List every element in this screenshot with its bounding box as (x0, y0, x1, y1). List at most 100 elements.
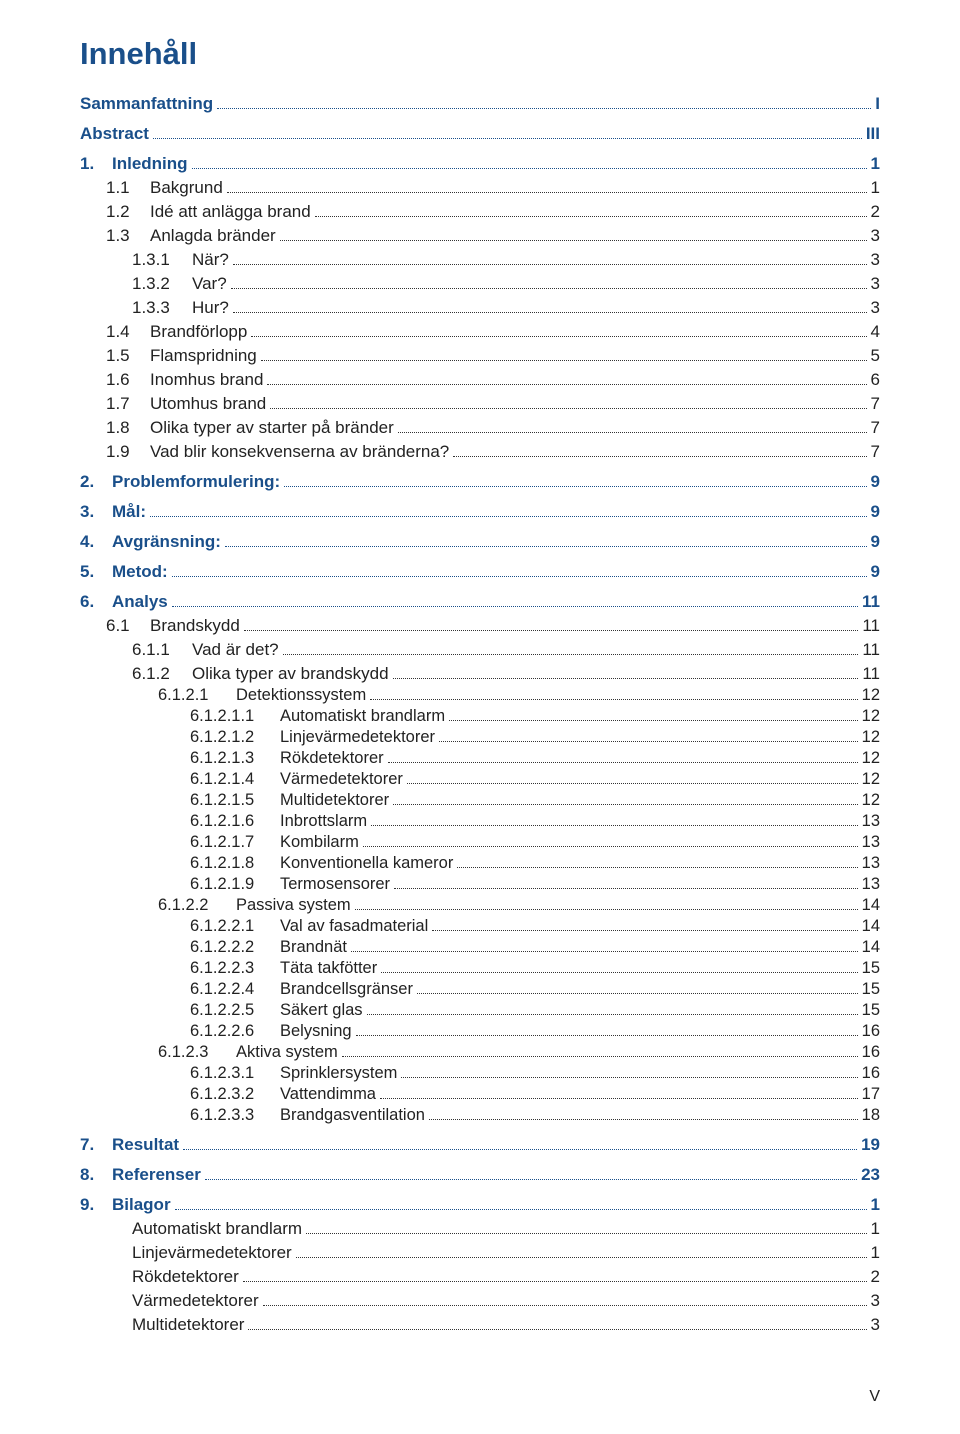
toc-leader-dots (251, 336, 866, 337)
toc-entry-page: 11 (862, 640, 880, 660)
toc-entry-number: 6.1.2.2.1 (190, 917, 280, 936)
toc-entry-number: 6.1.2.1.6 (190, 812, 280, 831)
toc-leader-dots (172, 606, 858, 607)
toc-entry-page: 9 (871, 502, 880, 522)
toc-entry-page: 3 (871, 226, 880, 246)
toc-entry-number: 6.1.2.1.7 (190, 833, 280, 852)
toc-entry: 6.1.2.2.5Säkert glas15 (80, 1001, 880, 1020)
toc-entry-number: 6.1.2 (132, 664, 192, 684)
toc-entry-number: 1.3 (106, 226, 150, 246)
toc-entry-number: 1.8 (106, 418, 150, 438)
toc-entry-text: Rökdetektorer (280, 749, 384, 768)
toc-leader-dots (351, 951, 858, 952)
toc-entry-text: Täta takfötter (280, 959, 377, 978)
toc-entry: 1.3Anlagda bränder3 (80, 226, 880, 246)
toc-entry-text: Linjevärmedetektorer (132, 1243, 292, 1263)
toc-entry: 1.5Flamspridning5 (80, 346, 880, 366)
toc-entry-text: Kombilarm (280, 833, 359, 852)
toc-entry-text: Vad är det? (192, 640, 279, 660)
toc-entry-text: Brandcellsgränser (280, 980, 413, 999)
toc-entry: 4.Avgränsning:9 (80, 532, 880, 552)
toc-leader-dots (381, 972, 857, 973)
toc-entry: 6.1.2.2.3Täta takfötter15 (80, 959, 880, 978)
toc-entry-page: 3 (871, 298, 880, 318)
toc-entry-page: 18 (862, 1106, 880, 1125)
toc-entry-page: 7 (871, 394, 880, 414)
page-number: V (869, 1388, 880, 1406)
toc-entry-number: 1.3.2 (132, 274, 192, 294)
toc-entry: 1.Inledning1 (80, 154, 880, 174)
toc-leader-dots (296, 1257, 867, 1258)
toc-entry-text: Vad blir konsekvenserna av bränderna? (150, 442, 449, 462)
toc-entry: 6.1.2.1.1Automatiskt brandlarm12 (80, 707, 880, 726)
toc-entry-text: Bilagor (112, 1195, 171, 1215)
toc-entry: 6.1.2.2Passiva system14 (80, 896, 880, 915)
toc-entry-number: 1.4 (106, 322, 150, 342)
toc-entry-number: 5. (80, 562, 112, 582)
toc-leader-dots (175, 1209, 867, 1210)
toc-entry-text: Mål: (112, 502, 146, 522)
toc-leader-dots (267, 384, 866, 385)
toc-entry-page: 6 (871, 370, 880, 390)
toc-entry-page: 16 (862, 1022, 880, 1041)
toc-leader-dots (233, 264, 867, 265)
toc-entry-number: 6.1.2.2.3 (190, 959, 280, 978)
toc-entry: 6.1.2.1.2Linjevärmedetektorer12 (80, 728, 880, 747)
toc-entry-text: Brandskydd (150, 616, 240, 636)
toc-entry: 6.1.2.2.1Val av fasadmaterial14 (80, 917, 880, 936)
toc-entry-number: 6.1.2.2.2 (190, 938, 280, 957)
toc-entry-text: Inbrottslarm (280, 812, 367, 831)
toc-entry-page: 14 (862, 938, 880, 957)
toc-leader-dots (231, 288, 867, 289)
toc-entry-text: Värmedetektorer (132, 1291, 259, 1311)
toc-leader-dots (153, 138, 862, 139)
toc-leader-dots (432, 930, 857, 931)
toc-entry: 5.Metod:9 (80, 562, 880, 582)
toc-entry-number: 6.1.2.1.4 (190, 770, 280, 789)
toc-entry: 6.1.2.1.7Kombilarm13 (80, 833, 880, 852)
toc-entry-page: 13 (862, 854, 880, 873)
toc-leader-dots (407, 783, 858, 784)
toc-entry: 1.3.3Hur?3 (80, 298, 880, 318)
toc-entry: 8.Referenser23 (80, 1165, 880, 1185)
toc-entry-page: 9 (871, 472, 880, 492)
toc-leader-dots (225, 546, 867, 547)
toc-entry-number: 6.1.2.2.5 (190, 1001, 280, 1020)
toc-leader-dots (398, 432, 867, 433)
toc-entry-number: 6.1.2.1.3 (190, 749, 280, 768)
toc-entry-text: Multidetektorer (280, 791, 389, 810)
toc-entry-number: 6.1.2.1.9 (190, 875, 280, 894)
toc-entry-page: 7 (871, 418, 880, 438)
toc-entry-text: Säkert glas (280, 1001, 363, 1020)
toc-entry-text: Rökdetektorer (132, 1267, 239, 1287)
toc-leader-dots (342, 1056, 858, 1057)
toc-entry-text: Vattendimma (280, 1085, 376, 1104)
toc-leader-dots (172, 576, 867, 577)
toc-entry-text: När? (192, 250, 229, 270)
toc-leader-dots (263, 1305, 867, 1306)
toc-entry: 6.1.2.1.8Konventionella kameror13 (80, 854, 880, 873)
toc-page: Innehåll SammanfattningIAbstractIII1.Inl… (0, 0, 960, 1434)
toc-entry-page: 9 (871, 532, 880, 552)
toc-entry-text: Olika typer av starter på bränder (150, 418, 394, 438)
toc-entry-page: 12 (862, 686, 880, 705)
toc-entry-page: 7 (871, 442, 880, 462)
toc-entry-page: 3 (871, 1315, 880, 1335)
toc-entry-page: 14 (862, 896, 880, 915)
toc-entry-text: Automatiskt brandlarm (132, 1219, 302, 1239)
toc-entry: Linjevärmedetektorer1 (80, 1243, 880, 1263)
toc-entry: 6.1Brandskydd11 (80, 616, 880, 636)
toc-leader-dots (306, 1233, 866, 1234)
toc-entry: 6.1.2.1.4Värmedetektorer12 (80, 770, 880, 789)
toc-entry-page: 1 (871, 1195, 880, 1215)
toc-leader-dots (217, 108, 871, 109)
toc-entry-page: 12 (862, 749, 880, 768)
toc-leader-dots (429, 1119, 858, 1120)
toc-entry-text: Detektionssystem (236, 686, 366, 705)
toc-entry-number: 1.5 (106, 346, 150, 366)
toc-entry-number: 6.1.2.3 (158, 1043, 236, 1062)
toc-entry-page: III (866, 124, 880, 144)
toc-entry-page: 13 (862, 875, 880, 894)
toc-entry-text: Resultat (112, 1135, 179, 1155)
toc-entry-text: Automatiskt brandlarm (280, 707, 445, 726)
